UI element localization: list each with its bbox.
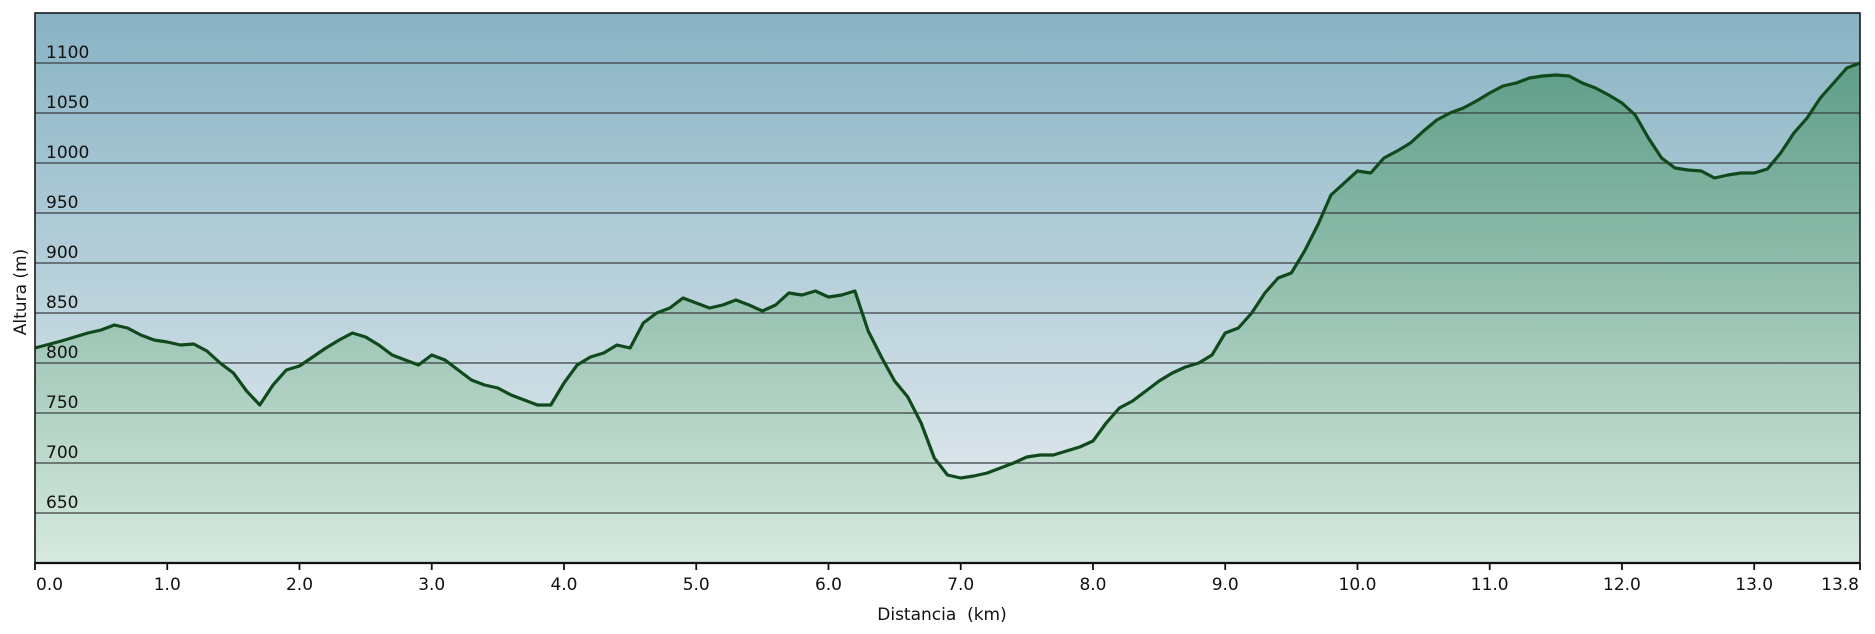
y-tick-label-700: 700 bbox=[46, 443, 78, 463]
y-tick-label-850: 850 bbox=[46, 293, 78, 313]
y-tick-label-1000: 1000 bbox=[46, 143, 89, 163]
y-axis-title: Altura (m) bbox=[11, 249, 31, 335]
elevation-area-fill bbox=[35, 63, 1860, 563]
y-tick-label-750: 750 bbox=[46, 393, 78, 413]
horizontal-gridlines bbox=[35, 62, 1860, 514]
y-tick-label-1100: 1100 bbox=[46, 43, 89, 63]
x-tick-label-0.0: 0.0 bbox=[36, 575, 63, 595]
x-tick-label-4.0: 4.0 bbox=[550, 575, 577, 595]
x-tick-label-7.0: 7.0 bbox=[947, 575, 974, 595]
x-tick-label-13.8: 13.8 bbox=[1821, 575, 1859, 595]
x-tick-label-10.0: 10.0 bbox=[1339, 575, 1377, 595]
x-axis-ticks: 0.0 1.0 2.0 3.0 4.0 5.0 6.0 7.0 8.0 9.0 10.0 11.0 12… bbox=[34, 563, 1861, 595]
x-axis-title: Distancia (km) bbox=[877, 605, 1007, 625]
x-tick-label-3.0: 3.0 bbox=[418, 575, 445, 595]
x-tick-label-13.0: 13.0 bbox=[1735, 575, 1773, 595]
x-tick-label-11.0: 11.0 bbox=[1471, 575, 1509, 595]
y-tick-label-950: 950 bbox=[46, 193, 78, 213]
x-tick-label-12.0: 12.0 bbox=[1603, 575, 1641, 595]
x-tick-label-5.0: 5.0 bbox=[683, 575, 710, 595]
elevation-series-line bbox=[35, 61, 1860, 480]
y-tick-label-650: 650 bbox=[46, 493, 78, 513]
y-tick-label-1050: 1050 bbox=[46, 93, 89, 113]
y-tick-label-900: 900 bbox=[46, 243, 78, 263]
x-tick-label-1.0: 1.0 bbox=[154, 575, 181, 595]
x-tick-label-2.0: 2.0 bbox=[286, 575, 313, 595]
x-tick-label-9.0: 9.0 bbox=[1212, 575, 1239, 595]
x-tick-label-6.0: 6.0 bbox=[815, 575, 842, 595]
y-axis-tick-labels: 650 700 750 800 850 900 950 1000 1050 1100 bbox=[46, 43, 89, 513]
x-tick-label-8.0: 8.0 bbox=[1079, 575, 1106, 595]
y-tick-label-800: 800 bbox=[46, 343, 78, 363]
